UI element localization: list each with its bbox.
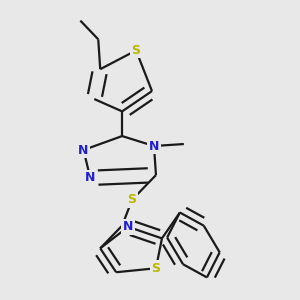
Text: N: N (149, 140, 159, 152)
Text: N: N (123, 220, 133, 233)
Text: N: N (78, 143, 89, 157)
Text: N: N (85, 171, 95, 184)
Text: S: S (152, 262, 160, 275)
Text: S: S (128, 193, 136, 206)
Text: S: S (132, 44, 141, 57)
